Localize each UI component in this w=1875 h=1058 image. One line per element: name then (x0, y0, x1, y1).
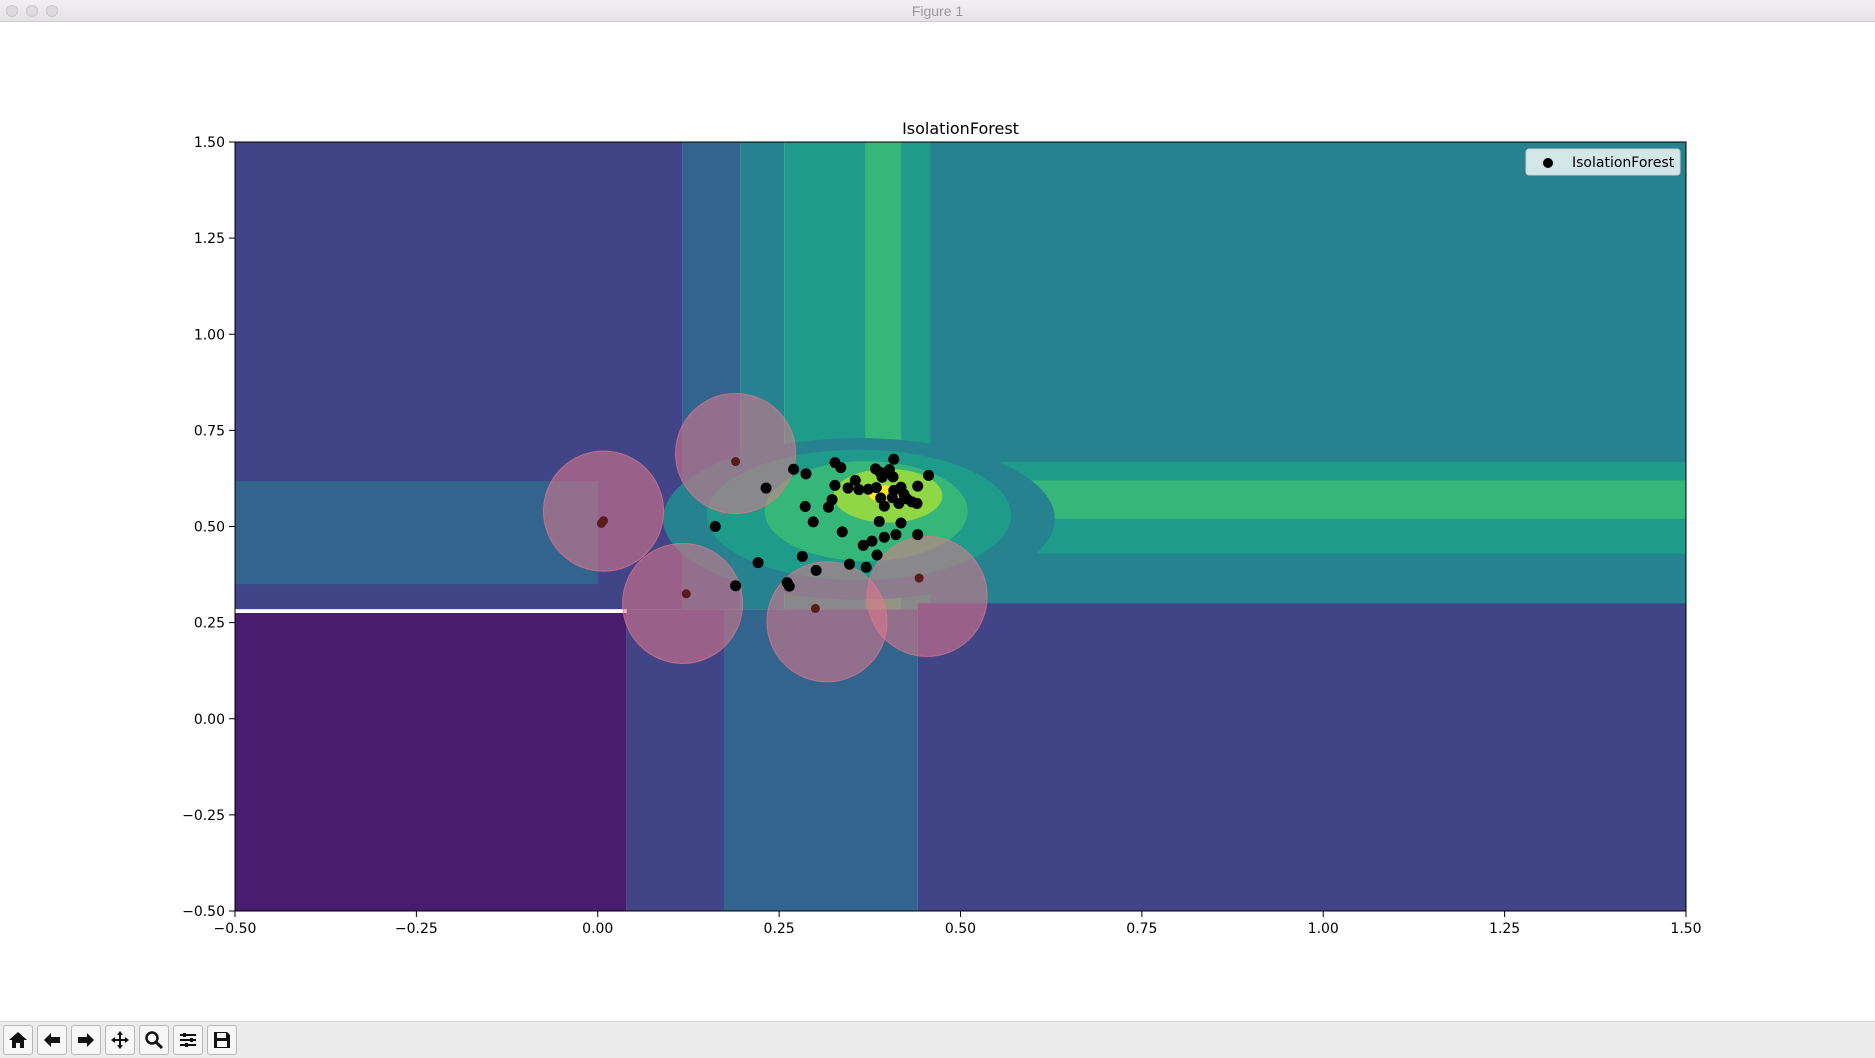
data-point (895, 517, 907, 529)
data-point (873, 516, 885, 528)
data-point (866, 535, 878, 547)
contour-region (917, 603, 1686, 911)
y-tick-label: 0.25 (194, 616, 225, 632)
data-point (730, 580, 742, 592)
contour-region (235, 613, 627, 911)
chart-title: IsolationForest (902, 119, 1019, 138)
data-point (783, 580, 795, 592)
minimize-window-button[interactable] (26, 5, 38, 17)
y-tick-label: 1.00 (194, 327, 225, 343)
outlier-point (596, 518, 606, 528)
outlier-point (731, 457, 741, 467)
contour-region (235, 481, 598, 585)
pan-button[interactable] (105, 1025, 135, 1055)
data-point (836, 526, 848, 538)
data-point (912, 529, 924, 541)
legend-label: IsolationForest (1572, 155, 1675, 171)
close-window-button[interactable] (6, 5, 18, 17)
y-tick-label: 0.00 (194, 712, 225, 728)
x-tick-label: 1.25 (1489, 921, 1520, 937)
outlier-highlight-circle (866, 535, 988, 658)
zoom-magnifier-icon (145, 1031, 164, 1050)
figure-canvas[interactable]: −0.50 −0.25 0.00 0.25 0.50 0.75 1.00 1.25 1.50 −… (0, 22, 1875, 1020)
pan-move-icon (111, 1031, 129, 1049)
x-tick-label: 0.50 (945, 921, 976, 937)
data-point (800, 468, 812, 480)
x-tick-label: −0.50 (214, 921, 257, 937)
zoom-window-button[interactable] (46, 5, 58, 17)
forward-arrow-icon (78, 1033, 94, 1047)
data-point (807, 516, 819, 528)
x-tick-label: 0.25 (764, 921, 795, 937)
outlier-point (914, 573, 924, 583)
y-tick-label: 1.50 (194, 135, 225, 151)
data-point (857, 539, 869, 551)
data-point (829, 479, 841, 491)
data-point (752, 557, 764, 569)
data-point (709, 521, 721, 532)
data-point (799, 501, 811, 513)
data-point (796, 550, 808, 562)
x-tick-label: 0.75 (1126, 921, 1157, 937)
data-point (860, 561, 872, 573)
outlier-highlight-circle (675, 392, 797, 515)
y-tick-label: 1.25 (194, 231, 225, 247)
window-title: Figure 1 (911, 3, 964, 19)
navigation-toolbar (0, 1021, 1875, 1058)
data-point (912, 480, 924, 492)
y-tick-label: 0.75 (194, 423, 225, 439)
data-point (843, 558, 855, 570)
x-tick-label: −0.25 (395, 921, 438, 937)
data-point (893, 497, 905, 509)
home-icon (9, 1032, 27, 1048)
home-button[interactable] (3, 1025, 33, 1055)
outlier-point (681, 589, 691, 599)
zoom-button[interactable] (139, 1025, 169, 1055)
save-figure-icon (214, 1032, 230, 1048)
y-tick-label: −0.50 (182, 904, 225, 920)
data-point (871, 549, 883, 561)
data-point (923, 469, 935, 481)
data-point (888, 453, 900, 465)
x-tick-label: 1.00 (1308, 921, 1339, 937)
y-tick-label: −0.25 (182, 808, 225, 824)
legend-marker (1543, 158, 1553, 168)
outlier-highlight-circle (622, 542, 744, 664)
y-tick-label: 0.50 (194, 520, 225, 536)
back-button[interactable] (37, 1025, 67, 1055)
data-point (853, 484, 865, 496)
data-point (760, 482, 772, 494)
data-point (835, 462, 847, 474)
save-button[interactable] (207, 1025, 237, 1055)
data-point (849, 474, 861, 486)
data-point (842, 482, 854, 494)
outlier-point (810, 603, 820, 613)
back-arrow-icon (44, 1033, 60, 1047)
data-point (878, 531, 890, 543)
x-tick-label: 0.00 (582, 921, 613, 937)
data-point (822, 501, 834, 513)
data-point (911, 497, 923, 509)
contour-region (930, 480, 1686, 519)
configure-subplots-button[interactable] (173, 1025, 203, 1055)
legend[interactable]: IsolationForest (1525, 148, 1681, 176)
data-point (890, 529, 902, 541)
window-titlebar: Figure 1 (0, 0, 1875, 22)
configure-subplots-icon (180, 1033, 196, 1047)
forward-button[interactable] (71, 1025, 101, 1055)
data-point (878, 500, 890, 512)
outlier-highlight-circle (542, 450, 665, 572)
data-point (882, 467, 894, 479)
data-point (788, 463, 800, 475)
data-point (810, 564, 822, 576)
data-point (870, 482, 882, 494)
x-tick-label: 1.50 (1670, 921, 1701, 937)
